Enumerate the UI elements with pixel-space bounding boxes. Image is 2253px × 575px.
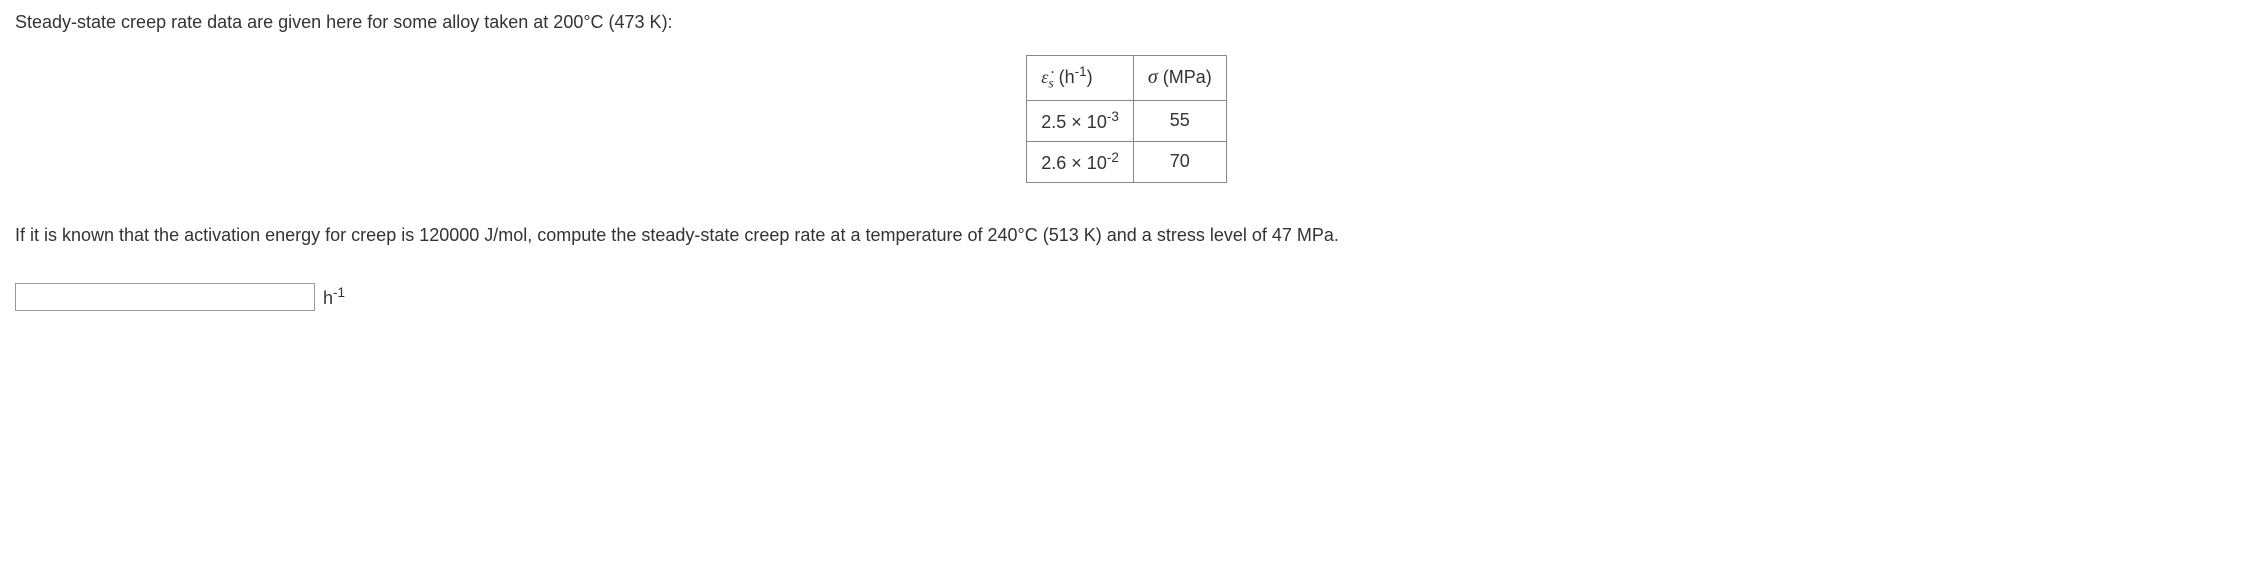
question-text: If it is known that the activation energ…: [15, 223, 2238, 248]
header-rate: ε̇s (h-1): [1027, 56, 1134, 101]
header-stress: σ (MPa): [1133, 56, 1226, 101]
intro-text: Steady-state creep rate data are given h…: [15, 10, 2238, 35]
rate-cell: 2.5 × 10-3: [1027, 100, 1134, 141]
stress-cell: 55: [1133, 100, 1226, 141]
answer-input[interactable]: [15, 283, 315, 311]
data-table-container: ε̇s (h-1) σ (MPa) 2.5 × 10-3 55 2.6 × 10…: [15, 55, 2238, 183]
table-row: 2.5 × 10-3 55: [1027, 100, 1226, 141]
rate-cell: 2.6 × 10-2: [1027, 141, 1134, 182]
table-row: 2.6 × 10-2 70: [1027, 141, 1226, 182]
data-table: ε̇s (h-1) σ (MPa) 2.5 × 10-3 55 2.6 × 10…: [1026, 55, 1226, 183]
answer-unit: h-1: [323, 285, 345, 309]
answer-row: h-1: [15, 283, 2238, 311]
stress-cell: 70: [1133, 141, 1226, 182]
table-header-row: ε̇s (h-1) σ (MPa): [1027, 56, 1226, 101]
